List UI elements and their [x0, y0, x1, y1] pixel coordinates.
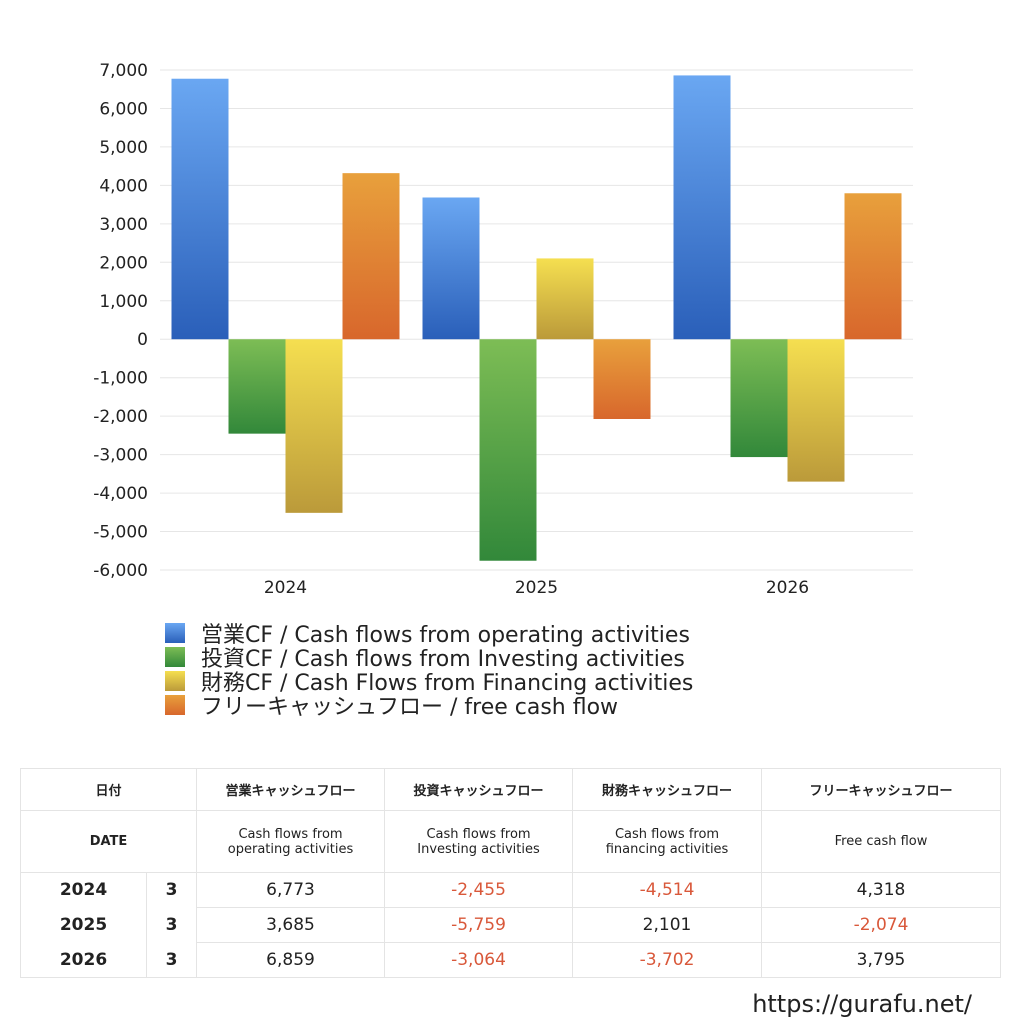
bar-financing-2025 [536, 258, 594, 340]
y-tick-label: -3,000 [93, 446, 148, 466]
legend-item-operating: 営業CF / Cash flows from operating activit… [165, 621, 693, 648]
y-tick-label: 7,000 [99, 61, 148, 81]
table-row: 2026 3 6,859 -3,064 -3,702 3,795 [20, 942, 1002, 978]
cash-flow-table: 日付 営業キャッシュフロー 投資キャッシュフロー 財務キャッシュフロー フリーキ… [19, 768, 1002, 978]
y-tick-label: -1,000 [93, 369, 148, 389]
bar-financing-2024 [285, 339, 343, 513]
table-row: 2025 3 3,685 -5,759 2,101 -2,074 [20, 907, 1002, 943]
y-tick-label: -2,000 [93, 407, 148, 427]
cell-operating: 6,773 [196, 872, 386, 908]
cell-operating: 3,685 [196, 907, 386, 943]
x-tick-label: 2026 [766, 578, 809, 598]
bar-operating-2025 [422, 197, 480, 340]
bar-investing-2026 [730, 339, 788, 458]
cell-investing: -5,759 [384, 907, 574, 943]
row-year: 2024 [20, 872, 147, 908]
table-header-jp: 日付 営業キャッシュフロー 投資キャッシュフロー 財務キャッシュフロー フリーキ… [19, 768, 1002, 811]
header-financing-jp: 財務キャッシュフロー [572, 768, 763, 811]
y-tick-label: 1,000 [99, 292, 148, 312]
legend-swatch-operating [165, 623, 185, 643]
y-tick-label: 5,000 [99, 138, 148, 158]
bars [171, 75, 902, 561]
cell-operating: 6,859 [196, 942, 386, 978]
header-operating-jp: 営業キャッシュフロー [196, 768, 386, 811]
cell-financing: -3,702 [572, 942, 763, 978]
row-year: 2026 [20, 942, 147, 978]
x-tick-label: 2024 [264, 578, 307, 598]
x-tick-label: 2025 [515, 578, 558, 598]
bar-operating-2026 [673, 75, 731, 340]
legend-label-free: フリーキャッシュフロー / free cash flow [201, 695, 619, 720]
y-tick-label: -5,000 [93, 523, 148, 543]
legend-item-financing: 財務CF / Cash Flows from Financing activit… [165, 669, 693, 696]
header-investing-en: Cash flows from Investing activities [384, 810, 574, 873]
legend: 営業CF / Cash flows from operating activit… [165, 621, 693, 720]
header-free-jp: フリーキャッシュフロー [761, 768, 1002, 811]
header-date-jp: 日付 [19, 768, 198, 811]
bar-investing-2024 [228, 339, 286, 434]
bar-free-2024 [342, 173, 400, 340]
y-tick-label: -4,000 [93, 484, 148, 504]
y-axis-ticks: 7,000 6,000 5,000 4,000 3,000 2,000 1,000 0 -1,0… [93, 61, 148, 581]
y-tick-label: 6,000 [99, 99, 148, 119]
header-operating-en-line2: operating activities [227, 841, 354, 857]
header-date-en: DATE [19, 810, 198, 873]
bar-free-2026 [844, 193, 902, 340]
y-tick-label: 0 [137, 330, 148, 350]
header-financing-en: Cash flows from financing activities [572, 810, 763, 873]
y-tick-label: 4,000 [99, 176, 148, 196]
cell-financing: -4,514 [572, 872, 763, 908]
row-month: 3 [145, 872, 198, 908]
cell-investing: -2,455 [384, 872, 574, 908]
cell-free: 3,795 [761, 942, 1002, 978]
header-investing-en-line1: Cash flows from [426, 826, 531, 842]
header-financing-en-line1: Cash flows from [614, 826, 720, 842]
bar-investing-2025 [479, 339, 537, 561]
header-investing-en-line2: Investing activities [417, 841, 540, 857]
legend-swatch-investing [165, 647, 185, 667]
header-operating-en: Cash flows from operating activities [196, 810, 386, 873]
header-operating-en-line1: Cash flows from [238, 826, 343, 842]
legend-swatch-free [165, 695, 185, 715]
header-free-en: Free cash flow [761, 810, 1002, 873]
y-tick-label: 2,000 [99, 253, 148, 273]
legend-label-financing: 財務CF / Cash Flows from Financing activit… [201, 671, 694, 696]
y-tick-label: 3,000 [99, 215, 148, 235]
header-investing-jp: 投資キャッシュフロー [384, 768, 574, 811]
bar-financing-2026 [787, 339, 845, 482]
cash-flow-bar-chart: 7,000 6,000 5,000 4,000 3,000 2,000 1,000 0 -1,0… [93, 61, 913, 598]
cell-free: -2,074 [761, 907, 1002, 943]
row-year: 2025 [20, 907, 147, 943]
bar-operating-2024 [171, 78, 229, 340]
legend-label-operating: 営業CF / Cash flows from operating activit… [201, 623, 690, 648]
table-row: 2024 3 6,773 -2,455 -4,514 4,318 [20, 872, 1002, 908]
legend-item-investing: 投資CF / Cash flows from Investing activit… [165, 645, 693, 672]
cell-free: 4,318 [761, 872, 1002, 908]
legend-label-investing: 投資CF / Cash flows from Investing activit… [201, 647, 685, 672]
header-financing-en-line2: financing activities [605, 841, 729, 857]
x-axis-ticks: 2024 2025 2026 [264, 578, 809, 598]
row-month: 3 [145, 907, 198, 943]
y-tick-label: -6,000 [93, 561, 148, 581]
legend-swatch-financing [165, 671, 185, 691]
cell-investing: -3,064 [384, 942, 574, 978]
site-url: https://gurafu.net/ [752, 990, 972, 1018]
cell-financing: 2,101 [572, 907, 763, 943]
bar-free-2025 [593, 339, 651, 419]
row-month: 3 [145, 942, 198, 978]
table-header-en: DATE Cash flows from operating activities… [19, 810, 1002, 873]
legend-item-free: フリーキャッシュフロー / free cash flow [165, 693, 693, 720]
